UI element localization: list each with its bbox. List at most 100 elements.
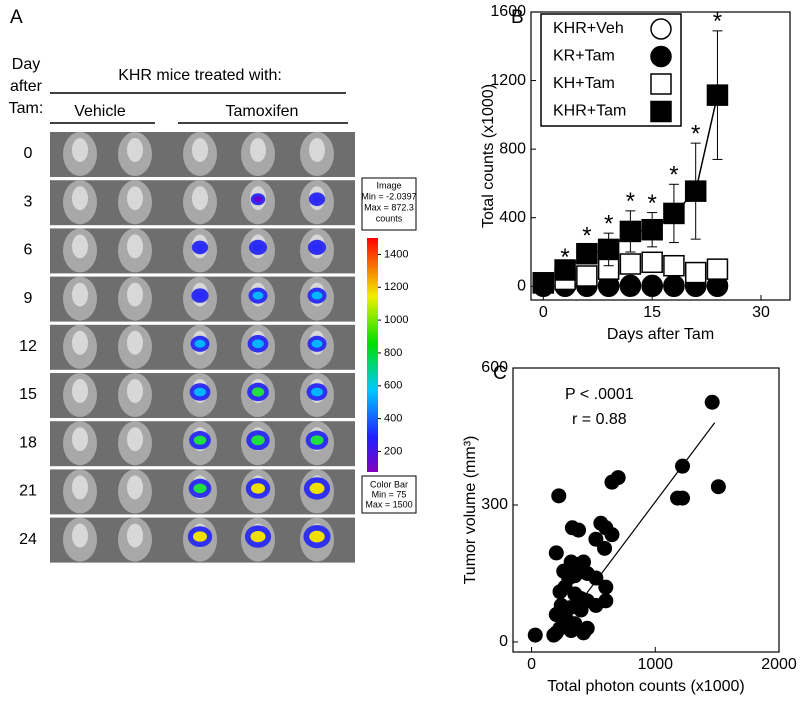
y-tick-label: 0 xyxy=(499,633,508,650)
signal-core xyxy=(193,483,207,494)
day-label: 12 xyxy=(19,338,37,355)
signal-core xyxy=(311,387,323,397)
color-bar-label: 200 xyxy=(384,445,402,457)
signal-core xyxy=(193,531,207,542)
day-label: 9 xyxy=(24,290,33,307)
legend-marker xyxy=(650,100,672,123)
signal-core xyxy=(194,387,206,397)
info-text: Max = 872.3 xyxy=(364,202,414,212)
marker xyxy=(641,218,663,241)
color-bar-label: 800 xyxy=(384,347,402,359)
legend-label: KHR+Tam xyxy=(553,103,626,120)
annotation: r = 0.88 xyxy=(572,411,627,428)
annotation: P < .0001 xyxy=(565,386,634,403)
signal-core xyxy=(251,387,265,397)
info-box xyxy=(361,177,417,231)
point xyxy=(710,479,726,495)
color-bar-label: 1200 xyxy=(384,281,408,293)
marker xyxy=(641,275,663,298)
mouse-head xyxy=(72,186,88,211)
marker xyxy=(706,258,729,280)
point xyxy=(552,584,568,600)
panel-a: A Day after Tam: KHR mice treated with: … xyxy=(9,7,417,563)
point xyxy=(563,623,579,639)
marker xyxy=(706,84,729,106)
marker xyxy=(554,259,576,281)
point xyxy=(571,522,587,538)
info-text: Min = -2.0397 xyxy=(361,191,416,201)
point xyxy=(548,545,564,561)
y-tick-label: 1600 xyxy=(490,3,526,20)
info-box xyxy=(361,475,417,514)
mouse-head xyxy=(309,138,325,162)
plot-frame xyxy=(530,11,791,301)
point xyxy=(674,490,690,506)
info-text: Min = 75 xyxy=(372,489,407,499)
panel-label: C xyxy=(493,363,507,384)
mouse-head xyxy=(192,138,208,162)
x-tick-label: 0 xyxy=(539,304,548,321)
y-tick-label: 800 xyxy=(499,140,526,157)
day-header: after xyxy=(10,78,43,95)
signal-core xyxy=(309,530,325,543)
point xyxy=(551,488,567,504)
marker xyxy=(641,251,663,274)
significance-label: * xyxy=(560,244,569,271)
marker xyxy=(532,272,555,294)
day-label: 0 xyxy=(24,145,33,162)
group-label: Tamoxifen xyxy=(226,103,299,120)
y-tick-label: 600 xyxy=(481,359,508,376)
mouse-head xyxy=(127,282,143,307)
y-axis-label: Tumor volume (mm³) xyxy=(462,436,479,585)
mouse-head xyxy=(250,138,266,162)
signal-core xyxy=(311,291,323,300)
significance-label: * xyxy=(582,222,591,249)
signal-core xyxy=(251,435,265,446)
marker xyxy=(663,254,685,277)
mouse-head xyxy=(127,234,143,259)
marker xyxy=(576,242,598,265)
signal-core xyxy=(252,243,264,252)
mouse-head xyxy=(127,475,143,500)
day-label: 18 xyxy=(19,434,37,451)
legend-label: KHR+Veh xyxy=(553,20,624,37)
point xyxy=(576,625,592,641)
panel-b: 0 400 800 1200 1600 0 15 30 Days after Tam Total … xyxy=(480,3,791,343)
significance-label: * xyxy=(669,162,678,189)
day-label: 24 xyxy=(19,531,37,548)
plot-frame xyxy=(512,367,780,653)
point xyxy=(704,394,720,410)
signal-core xyxy=(251,483,265,494)
significance-label: * xyxy=(604,210,613,237)
point xyxy=(588,597,604,613)
mouse-head xyxy=(72,138,88,162)
mouse-head xyxy=(192,186,208,211)
point xyxy=(588,570,604,586)
signal-core xyxy=(250,531,266,543)
mouse-head xyxy=(72,330,88,355)
signal-core xyxy=(193,435,207,445)
point xyxy=(546,627,562,643)
group-header: KHR mice treated with: xyxy=(118,67,282,84)
info-text: Image xyxy=(376,180,401,190)
legend-marker xyxy=(650,45,672,68)
point xyxy=(597,540,613,556)
panel-label: B xyxy=(511,7,524,28)
point xyxy=(567,568,583,584)
mouse-head xyxy=(127,523,143,548)
point xyxy=(674,458,690,474)
signal-core xyxy=(311,339,323,348)
legend-marker xyxy=(650,18,672,40)
color-bar xyxy=(367,238,378,472)
signal-core xyxy=(253,196,263,203)
info-text: Max = 1500 xyxy=(365,499,412,509)
marker xyxy=(684,261,707,284)
marker xyxy=(663,275,685,298)
signal-core xyxy=(194,339,206,348)
legend-label: KH+Tam xyxy=(553,75,615,92)
info-text: Color Bar xyxy=(370,479,408,489)
signal-core xyxy=(195,244,205,251)
signal-core xyxy=(312,195,322,203)
signal-core xyxy=(310,435,324,446)
point xyxy=(573,602,589,618)
